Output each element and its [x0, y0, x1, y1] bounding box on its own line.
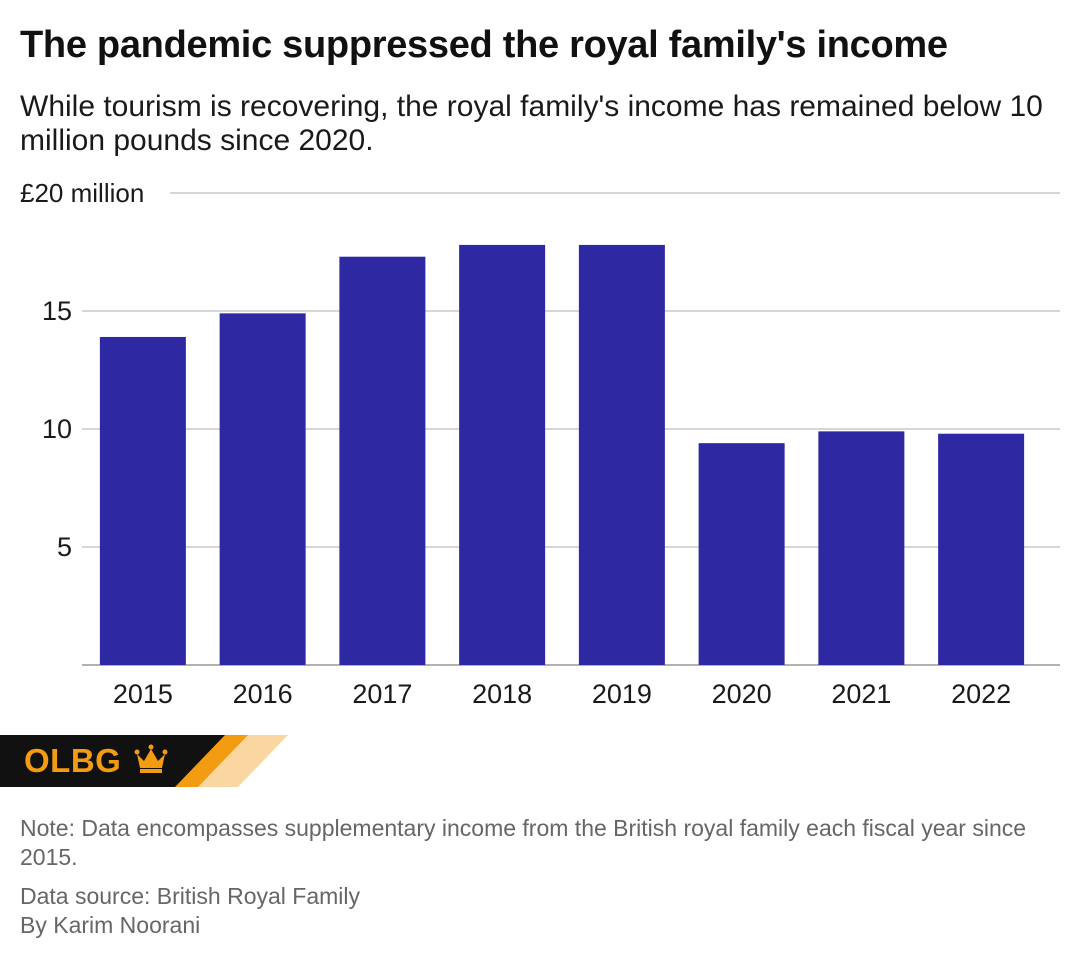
x-tick-label: 2015: [113, 679, 173, 709]
crown-icon: [134, 744, 168, 773]
bar-2019: [578, 244, 665, 666]
brand-banner: [0, 735, 288, 787]
byline: By Karim Noorani: [20, 912, 201, 938]
x-tick-label: 2021: [831, 679, 891, 709]
bar-2020: [698, 443, 785, 665]
banner-dark-block: [0, 735, 225, 787]
x-tick-label: 2017: [352, 679, 412, 709]
bar-2017: [339, 256, 426, 665]
x-tick-label: 2020: [712, 679, 772, 709]
source-credit: Data source: British Royal Family By Kar…: [20, 882, 1050, 940]
bar-2022: [938, 433, 1025, 665]
bar-chart: 5 10 15 £20 million 2015 2016 2017 2018 2019 2020…: [20, 178, 1060, 709]
y-tick-label: 5: [57, 532, 72, 562]
chart-subtitle: While tourism is recovering, the royal f…: [20, 90, 1043, 157]
bar-2021: [818, 431, 905, 665]
brand-logo-text: OLBG: [24, 742, 122, 779]
bar-2018: [459, 244, 546, 666]
x-tick-label: 2022: [951, 679, 1011, 709]
footnote: Note: Data encompasses supplementary inc…: [20, 815, 1027, 870]
data-source: Data source: British Royal Family: [20, 883, 360, 909]
x-tick-label: 2018: [472, 679, 532, 709]
x-tick-label: 2019: [592, 679, 652, 709]
bar-2016: [219, 313, 306, 665]
y-tick-label: 10: [42, 414, 72, 444]
bar-2015: [99, 336, 186, 665]
y-tick-label: £20 million: [20, 178, 144, 208]
chart-title: The pandemic suppressed the royal family…: [20, 24, 948, 66]
x-tick-label: 2016: [233, 679, 293, 709]
y-tick-label: 15: [42, 296, 72, 326]
